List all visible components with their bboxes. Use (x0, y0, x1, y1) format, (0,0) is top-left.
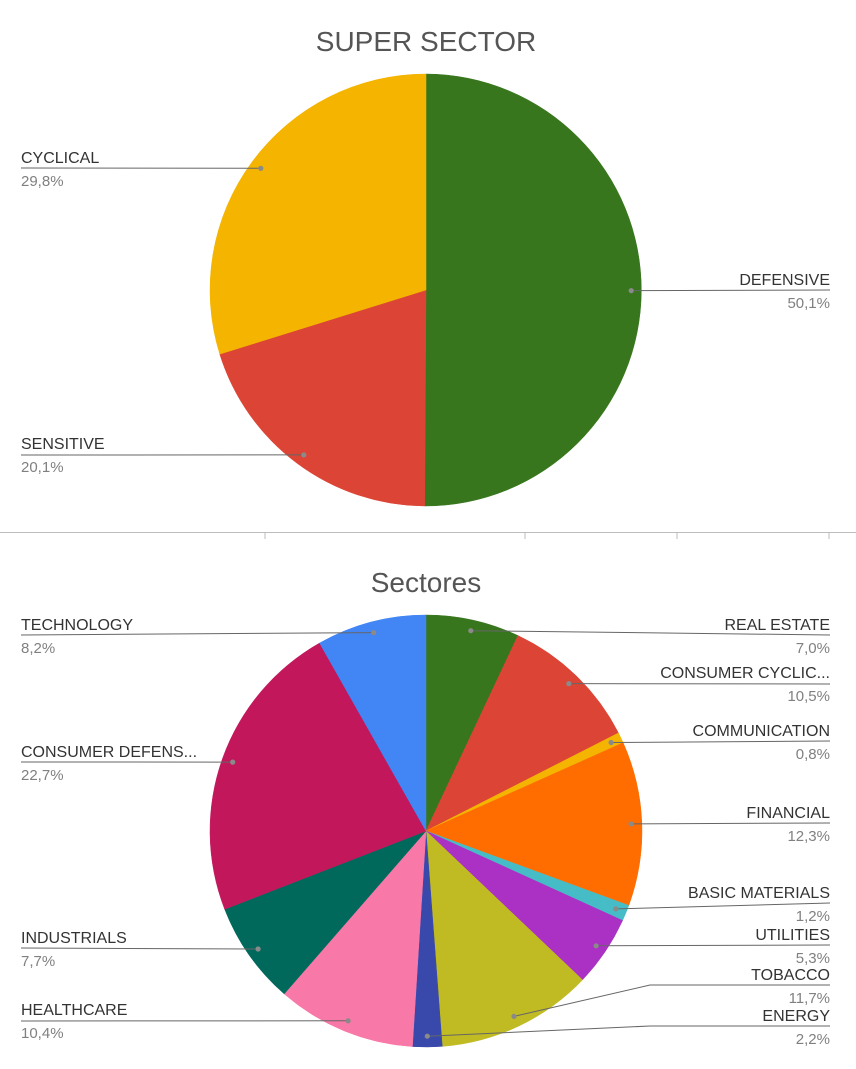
slice-percent-industrials: 7,7% (21, 953, 55, 970)
pie-slice-healthcare[interactable] (283, 830, 427, 1047)
pie-labels: REAL ESTATE 7,0% CONSUMER CYCLIC... 10,5% CO… (20, 617, 831, 1048)
leader-dot-healthcare (345, 1018, 351, 1024)
pie-slice-tobacco[interactable] (425, 830, 583, 1047)
leader-line-defensive (631, 289, 831, 292)
leader-line-basic-materials (615, 902, 831, 910)
leader-dot-defensive (628, 288, 634, 294)
leader-dot-industrials (255, 946, 261, 952)
slice-label-defensive: DEFENSIVE (739, 272, 830, 289)
leader-line-tobacco (513, 984, 830, 1017)
slice-label-industrials: INDUSTRIALS (21, 930, 127, 947)
leader-dot-real-estate (468, 628, 474, 634)
slice-percent-energy: 2,2% (796, 1031, 830, 1048)
pie-slices (209, 614, 643, 1048)
leader-dot-cyclical (258, 165, 264, 171)
slice-label-healthcare: HEALTHCARE (21, 1002, 127, 1019)
leader-line-communication (611, 740, 831, 743)
pie-labels: DEFENSIVE 50,1% SENSITIVE 20,1% CYCLICAL 29,8… (20, 150, 831, 476)
slice-label-consumer-defens: CONSUMER DEFENS... (21, 744, 197, 761)
slice-label-cyclical: CYCLICAL (21, 150, 99, 167)
slice-percent-technology: 8,2% (21, 640, 55, 657)
slice-percent-defensive: 50,1% (787, 295, 830, 312)
slice-percent-financial: 12,3% (787, 828, 830, 845)
leader-dot-communication (608, 739, 614, 746)
slice-percent-consumer-cyclic: 10,5% (787, 688, 830, 705)
slice-label-technology: TECHNOLOGY (21, 617, 133, 634)
slice-label-real-estate: REAL ESTATE (724, 617, 830, 634)
slice-percent-tobacco: 11,7% (789, 990, 830, 1007)
pie-slice-industrials[interactable] (224, 830, 427, 995)
pie-slice-cyclical[interactable] (209, 73, 427, 355)
pie-slice-sensitive[interactable] (219, 289, 427, 507)
sectores-chart: Sectores REAL ESTATE 7,0% CONSUMER CYCLIC.… (20, 567, 831, 1048)
super-sector-title: SUPER SECTOR (316, 26, 536, 57)
leader-dot-consumer-cyclic (566, 681, 572, 687)
leader-dot-consumer-defens (230, 759, 236, 765)
leader-dot-utilities (593, 943, 599, 949)
leader-line-industrials (20, 947, 259, 950)
sectores-title: Sectores (371, 567, 482, 598)
leader-line-utilities (596, 944, 831, 947)
leader-line-financial (631, 822, 831, 825)
slice-label-communication: COMMUNICATION (693, 723, 830, 740)
super-sector-chart: SUPER SECTOR DEFENSIVE 50,1% SENSITIVE 20,1… (20, 26, 831, 507)
chart-separator (0, 532, 856, 539)
leader-dot-energy (424, 1033, 430, 1039)
slice-label-sensitive: SENSITIVE (21, 436, 105, 453)
slice-percent-real-estate: 7,0% (796, 640, 830, 657)
slice-label-tobacco: TOBACCO (751, 967, 830, 984)
pie-slice-consumer-defens[interactable] (209, 642, 427, 910)
leader-line-technology (20, 632, 374, 636)
slice-label-basic-materials: BASIC MATERIALS (688, 885, 830, 902)
slice-percent-communication: 0,8% (796, 746, 830, 763)
leader-line-energy (427, 1025, 830, 1037)
slice-label-utilities: UTILITIES (755, 927, 830, 944)
slice-percent-healthcare: 10,4% (21, 1025, 64, 1042)
leader-dot-technology (371, 630, 377, 636)
slice-percent-consumer-defens: 22,7% (21, 767, 64, 784)
slice-label-energy: ENERGY (762, 1008, 830, 1025)
slice-percent-cyclical: 29,8% (21, 173, 64, 190)
pie-slice-technology[interactable] (319, 614, 427, 832)
leader-dot-basic-materials (613, 906, 619, 912)
slice-label-financial: FINANCIAL (746, 805, 830, 822)
slice-percent-sensitive: 20,1% (21, 459, 64, 476)
slice-percent-basic-materials: 1,2% (796, 908, 830, 925)
pie-slice-defensive[interactable] (424, 73, 642, 507)
slice-label-consumer-cyclic: CONSUMER CYCLIC... (660, 665, 830, 682)
leader-line-real-estate (470, 630, 831, 636)
leader-dot-sensitive (301, 452, 307, 458)
slice-percent-utilities: 5,3% (796, 950, 830, 967)
pie-slices (209, 73, 642, 507)
leader-dot-financial (628, 821, 634, 827)
leader-dot-tobacco (511, 1013, 517, 1020)
